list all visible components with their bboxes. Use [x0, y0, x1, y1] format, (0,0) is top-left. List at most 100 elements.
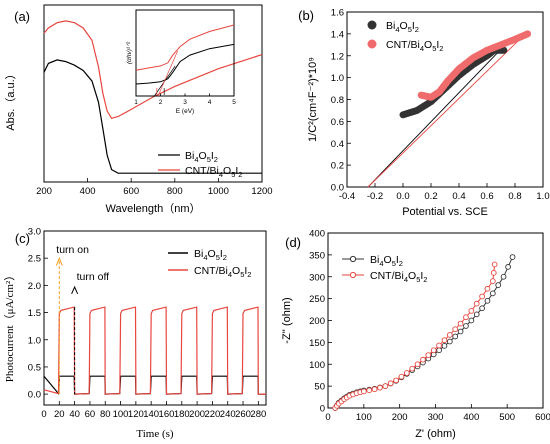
y-axis-label-c: Photocurrent（μA/cm²） — [3, 270, 16, 382]
x-tick-label: 0.0 — [396, 191, 409, 202]
y-tick-label: 300 — [309, 272, 325, 283]
y-tick-label: 0.6 — [331, 117, 344, 128]
y-tick-label: 250 — [309, 294, 325, 305]
data-point-d-1 — [403, 370, 410, 376]
x-tick-label: 120 — [128, 409, 144, 420]
data-point-d-0 — [479, 305, 485, 312]
data-point-d-1 — [436, 342, 442, 349]
data-point-d-0 — [489, 290, 496, 297]
legend-marker-d-1 — [349, 271, 357, 279]
data-point-d-1 — [473, 300, 480, 307]
data-point-b-1 — [524, 30, 532, 38]
x-tick-label: 200 — [392, 412, 408, 423]
legend-label-d-1: CNT/Bi4O5I2 — [370, 270, 427, 284]
y-tick-label: 0 — [320, 404, 325, 415]
y-axis-label-a: Abs.（a.u.） — [4, 68, 17, 130]
x-tick-label: 260 — [235, 409, 251, 420]
y-tick-label: 1.0 — [331, 73, 344, 84]
x-tick-label: 80 — [100, 409, 111, 420]
x-tick-label: 200 — [189, 409, 205, 420]
y-tick-label: 350 — [309, 250, 325, 261]
data-point-d-0 — [500, 273, 507, 280]
annotation-turn-on: turn on — [56, 244, 89, 256]
x-tick-label: 20 — [54, 409, 65, 420]
legend-label-b-0: Bi4O5I2 — [386, 20, 419, 34]
y-tick-label: 400 — [309, 229, 325, 240]
data-point-d-1 — [491, 261, 498, 268]
x-tick-label: 400 — [463, 412, 479, 423]
data-point-d-0 — [446, 338, 453, 345]
inset-y-axis-label: (αhν)¹ᐟ² — [126, 41, 133, 64]
legend-label-a-0: Bi4O5I2 — [185, 150, 218, 164]
panel-a: 200 400 600 800 1000 1200 (a) Wavelength（nm） Abs… — [4, 4, 273, 215]
data-point-d-0 — [468, 317, 475, 324]
x-tick-label: 800 — [167, 186, 183, 197]
legend-label-c-1: CNT/Bi4O5I2 — [194, 265, 251, 279]
plot-frame-c — [43, 230, 267, 406]
data-point-d-1 — [409, 365, 416, 372]
y-tick-label: 1.6 — [331, 8, 344, 19]
y-tick-label: 200 — [309, 316, 325, 327]
data-point-d-1 — [489, 278, 496, 284]
data-point-d-0 — [509, 254, 516, 260]
series-line-a-1 — [43, 20, 263, 119]
legend-marker-b-0 — [367, 20, 377, 30]
x-tick-label: 500 — [499, 412, 515, 423]
x-tick-label: 140 — [143, 409, 159, 420]
legend-label-d-0: Bi4O5I2 — [370, 254, 403, 268]
data-point-d-1 — [387, 380, 394, 387]
legend-label-c-0: Bi4O5I2 — [194, 248, 227, 262]
y-tick-label: 0.0 — [331, 183, 344, 194]
y-tick-label: 2.5 — [28, 254, 41, 265]
data-point-d-1 — [441, 337, 448, 344]
data-point-d-0 — [457, 328, 464, 335]
x-tick-label: 300 — [428, 412, 444, 423]
inset-x-tick-label: 4 — [208, 99, 212, 106]
data-point-d-1 — [425, 352, 432, 358]
series-line-c-0 — [43, 375, 266, 396]
y-tick-label: 2.0 — [28, 281, 41, 292]
x-tick-label: 200 — [36, 186, 52, 197]
x-tick-label: 100 — [113, 409, 129, 420]
panel-label-c: (c) — [15, 231, 30, 246]
x-tick-label: 1.0 — [536, 191, 549, 202]
x-tick-label: -0.4 — [339, 191, 355, 202]
annotation-turn-off: turn off — [77, 271, 110, 283]
legend-marker-b-1 — [367, 39, 377, 49]
data-point-d-0 — [505, 264, 511, 270]
data-point-d-1 — [457, 320, 464, 327]
data-point-d-1 — [382, 383, 389, 389]
data-point-d-1 — [484, 285, 491, 292]
y-tick-label: 50 — [314, 382, 325, 393]
legend-marker-d-0 — [349, 255, 357, 263]
turn-off-arrow — [71, 285, 79, 295]
inset-x-tick-label: 2 — [159, 99, 163, 106]
data-point-d-0 — [463, 323, 469, 329]
legend-label-b-1: CNT/Bi4O5I2 — [386, 39, 443, 53]
inset-x-tick-label: 3 — [183, 99, 187, 106]
data-point-d-1 — [430, 347, 437, 354]
y-tick-label: 0.4 — [331, 139, 344, 150]
x-tick-label: 0.2 — [424, 191, 437, 202]
data-point-d-1 — [468, 308, 475, 314]
y-tick-label: 0.2 — [331, 161, 344, 172]
legend-label-a-1: CNT/Bi4O5I2 — [185, 165, 242, 179]
x-tick-label: 1200 — [251, 186, 272, 197]
y-axis-label-b: 1/C²(cm⁴F⁻²)*10⁹ — [307, 57, 319, 142]
x-axis-label-c: Time (s) — [136, 428, 174, 440]
x-tick-label: 60 — [85, 409, 96, 420]
panel-c: 0 20 40 60 80 100 120 140 160 180 200 220 240 260 280 0… — [3, 227, 267, 440]
x-axis-label-d: Z' (ohm) — [415, 428, 456, 440]
x-tick-label: 100 — [356, 412, 372, 423]
x-tick-label: 0.8 — [508, 191, 521, 202]
y-tick-label: 1.0 — [28, 335, 41, 346]
x-tick-label: 1000 — [208, 186, 229, 197]
data-point-d-0 — [436, 347, 442, 354]
y-tick-label: 3.0 — [28, 227, 41, 238]
data-point-d-1 — [371, 386, 378, 393]
x-tick-label: 600 — [123, 186, 139, 197]
panel-label-d: (d) — [285, 235, 301, 250]
fit-line-b-0 — [367, 48, 502, 188]
data-point-d-1 — [377, 384, 383, 391]
data-point-d-0 — [473, 311, 480, 318]
